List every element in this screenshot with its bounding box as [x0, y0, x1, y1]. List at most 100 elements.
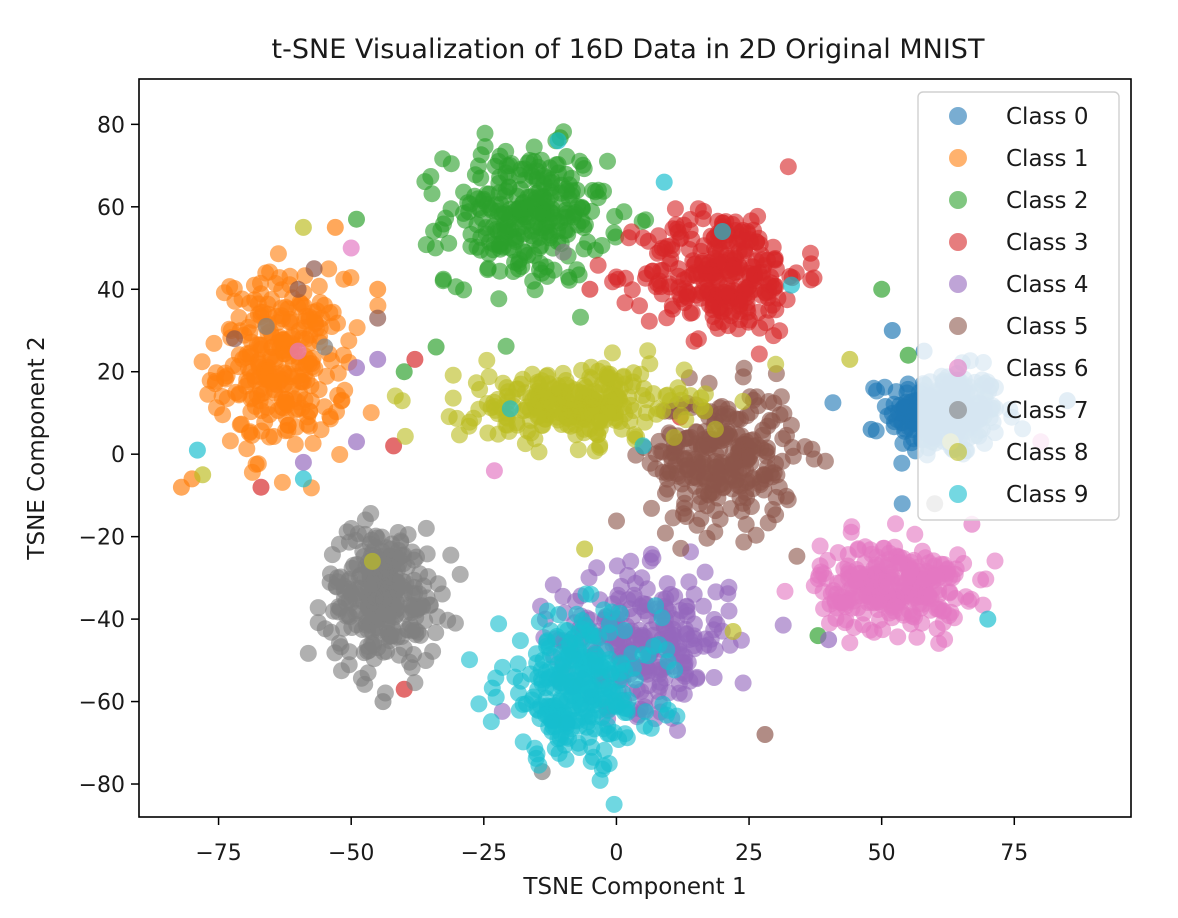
scatter-point-outlier [188, 441, 206, 459]
scatter-point [742, 212, 760, 230]
x-tick-label: 50 [868, 841, 896, 866]
scatter-point-outlier [289, 280, 307, 298]
scatter-point [460, 203, 478, 221]
scatter-point [705, 669, 723, 686]
scatter-point [734, 368, 752, 386]
scatter-point [603, 603, 621, 621]
scatter-point [743, 258, 761, 276]
scatter-point [477, 219, 495, 237]
scatter-point [721, 428, 739, 445]
scatter-point [677, 429, 695, 447]
scatter-point-outlier [226, 330, 243, 348]
scatter-point [767, 355, 785, 373]
scatter-point [309, 599, 327, 617]
scatter-point [712, 242, 729, 260]
scatter-point [292, 295, 310, 313]
scatter-point [552, 725, 570, 743]
legend-label: Class 2 [1006, 188, 1088, 214]
scatter-point [689, 330, 707, 348]
scatter-point [712, 468, 730, 486]
scatter-point [415, 577, 433, 595]
scatter-point [744, 431, 762, 449]
scatter-point [670, 260, 688, 278]
legend-label: Class 3 [1006, 230, 1088, 256]
series-class-1 [172, 218, 387, 497]
y-axis: 80 60 40 20 0 −20 −40 −60 −80 [79, 113, 139, 798]
scatter-point [977, 570, 995, 588]
scatter-point [679, 460, 697, 478]
x-tick-label: −50 [328, 841, 374, 866]
series-class-2 [348, 123, 917, 645]
scatter-point [519, 422, 537, 440]
scatter-point [651, 242, 669, 260]
scatter-point [593, 760, 611, 778]
scatter-point [516, 435, 534, 453]
plot-area-frame [138, 78, 1132, 818]
scatter-point [870, 593, 888, 610]
scatter-point [571, 739, 588, 756]
scatter-point [266, 353, 284, 371]
scatter-point [569, 663, 587, 681]
scatter-point [639, 342, 657, 360]
scatter-point [647, 460, 665, 478]
scatter-point [440, 234, 458, 252]
scatter-point [256, 413, 274, 431]
scatter-point [363, 531, 381, 549]
scatter-point [706, 523, 724, 541]
scatter-point [541, 668, 559, 686]
scatter-point [582, 656, 600, 674]
scatter-point [634, 646, 652, 664]
scatter-point [396, 427, 414, 445]
scatter-point [714, 407, 732, 425]
scatter-point [735, 533, 753, 551]
scatter-point [571, 383, 589, 401]
scatter-point [599, 152, 616, 170]
scatter-point [779, 491, 797, 509]
scatter-point [356, 511, 374, 529]
scatter-point [610, 390, 628, 407]
scatter-point [286, 435, 304, 453]
x-tick-label: −25 [461, 841, 507, 866]
scatter-point [498, 379, 516, 397]
scatter-point [347, 532, 365, 549]
scatter-point-outlier [374, 693, 392, 711]
scatter-point [577, 585, 595, 603]
scatter-point-outlier [554, 243, 572, 261]
scatter-point-outlier [714, 223, 731, 240]
scatter-point [657, 387, 675, 405]
scatter-point [378, 539, 395, 557]
scatter-point-outlier [485, 462, 503, 480]
scatter-point [516, 160, 533, 178]
scatter-point [776, 582, 794, 600]
scatter-point-outlier [756, 726, 774, 743]
scatter-point [310, 277, 328, 295]
scatter-point [329, 364, 347, 382]
scatter-point [340, 656, 358, 674]
scatter-point [589, 256, 607, 274]
scatter-point [489, 390, 507, 408]
scatter-point [654, 443, 672, 461]
scatter-point [788, 547, 806, 565]
scatter-point [230, 385, 248, 403]
legend-label: Class 1 [1006, 146, 1088, 172]
scatter-point [361, 592, 379, 609]
scatter-point [269, 402, 287, 419]
scatter-point [279, 416, 297, 434]
scatter-point [525, 246, 543, 264]
scatter-point [482, 713, 500, 731]
scatter-point [205, 334, 223, 352]
scatter-point [778, 291, 796, 309]
scatter-point [861, 621, 879, 639]
scatter-point [707, 583, 725, 601]
scatter-point [432, 221, 450, 239]
scatter-point [442, 200, 460, 218]
scatter-point [962, 590, 980, 608]
scatter-point [613, 656, 631, 674]
scatter-point [558, 148, 576, 165]
scatter-point-outlier [294, 218, 312, 236]
scatter-point [388, 628, 406, 646]
scatter-point [567, 692, 585, 709]
scatter-point [326, 644, 344, 662]
scatter-point [886, 538, 904, 556]
scatter-point [681, 672, 699, 690]
